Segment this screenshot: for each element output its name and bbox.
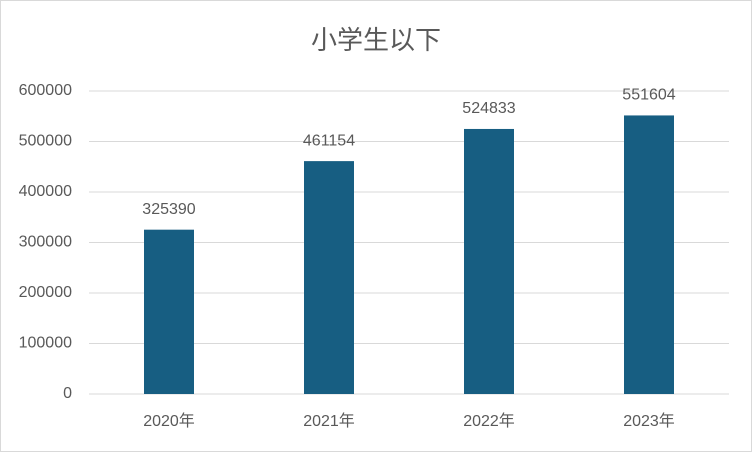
- y-tick-label: 500000: [19, 133, 72, 150]
- x-tick-label: 2021年: [303, 412, 355, 430]
- bar: [624, 115, 674, 395]
- chart-title: 小学生以下: [311, 25, 441, 55]
- bar: [304, 161, 354, 394]
- y-tick-label: 100000: [19, 335, 72, 352]
- x-tick-label: 2022年: [463, 412, 515, 430]
- bar: [144, 229, 194, 394]
- y-tick-label: 200000: [19, 284, 72, 301]
- data-label: 325390: [142, 201, 195, 218]
- data-label: 524833: [462, 100, 515, 117]
- y-tick-label: 400000: [19, 183, 72, 200]
- bar: [464, 128, 514, 394]
- y-tick-label: 0: [63, 385, 72, 402]
- y-tick-label: 300000: [19, 234, 72, 251]
- x-tick-label: 2023年: [623, 412, 675, 430]
- data-label: 461154: [303, 132, 355, 149]
- y-tick-label: 600000: [19, 82, 72, 99]
- data-label: 551604: [622, 87, 675, 104]
- x-tick-label: 2020年: [143, 412, 195, 430]
